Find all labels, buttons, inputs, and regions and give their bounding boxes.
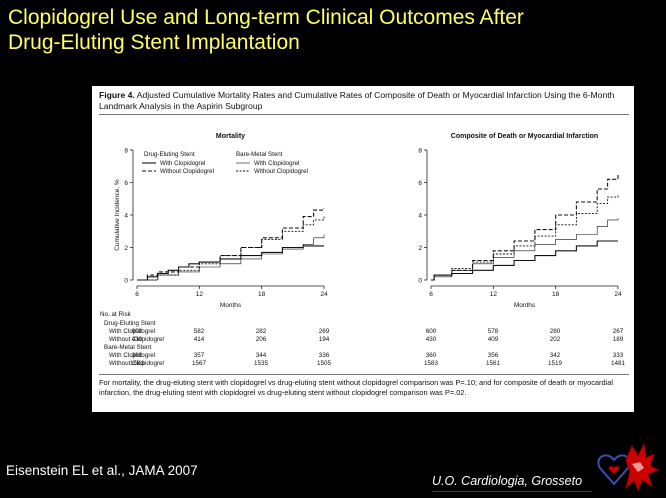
y-tick-label: 4 bbox=[418, 213, 422, 220]
risk-count-mortality: 414 bbox=[194, 336, 205, 343]
series-line-bms-without-clopidogrel bbox=[431, 195, 619, 281]
risk-count-composite: 409 bbox=[488, 336, 499, 343]
legend-des-header: Drug-Eluting Stent bbox=[144, 151, 195, 158]
x-tick-label: 24 bbox=[320, 291, 328, 298]
risk-row-label: With Clopidogrel bbox=[109, 352, 155, 359]
slide-title: Clopidogrel Use and Long-term Clinical O… bbox=[8, 5, 648, 55]
risk-count-mortality: 336 bbox=[319, 352, 330, 359]
journal-figure: Figure 4. Adjusted Cumulative Mortality … bbox=[92, 86, 634, 412]
panel-title-2: Composite of Death or Myocardial Infarct… bbox=[451, 133, 598, 140]
risk-count-mortality: 1567 bbox=[192, 360, 207, 367]
risk-count-composite: 267 bbox=[613, 328, 624, 335]
risk-row-label: Without Clopidogrel bbox=[109, 336, 164, 343]
legend-bms-header: Bare-Metal Stent bbox=[236, 151, 283, 158]
risk-count-mortality: 1535 bbox=[254, 360, 269, 367]
x-tick-label: 12 bbox=[196, 291, 204, 298]
y-tick-label: 8 bbox=[124, 148, 128, 155]
risk-count-mortality: 206 bbox=[256, 336, 267, 343]
x-tick-label: 18 bbox=[552, 291, 560, 298]
x-tick-label: 6 bbox=[429, 291, 433, 298]
x-tick-label: 18 bbox=[258, 291, 266, 298]
risk-count-composite: 1561 bbox=[486, 360, 501, 367]
risk-count-mortality: 194 bbox=[319, 336, 330, 343]
slide-title-line1: Clopidogrel Use and Long-term Clinical O… bbox=[8, 6, 524, 29]
risk-group-label-1: Bare-Metal Stent bbox=[104, 344, 151, 351]
risk-count-mortality: 282 bbox=[256, 328, 267, 335]
x-axis-label-1: Months bbox=[220, 302, 242, 309]
figure-divider-bottom bbox=[99, 374, 629, 375]
y-axis-label-1: Cumulative Incidence, % bbox=[114, 179, 121, 251]
risk-count-composite: 1583 bbox=[424, 360, 439, 367]
griffin-heart-logo-icon bbox=[597, 442, 660, 492]
series-line-bms-without-clopidogrel bbox=[137, 216, 325, 281]
risk-count-mortality: 1583 bbox=[130, 360, 145, 367]
risk-count-composite: 1481 bbox=[611, 360, 626, 367]
y-tick-label: 6 bbox=[124, 180, 128, 187]
y-tick-label: 0 bbox=[124, 278, 128, 285]
risk-count-composite: 430 bbox=[426, 336, 437, 343]
series-line-bms-with-clopidogrel bbox=[137, 234, 325, 281]
risk-count-composite: 342 bbox=[550, 352, 561, 359]
y-tick-label: 8 bbox=[418, 148, 422, 155]
series-line-des-without-clopidogrel bbox=[137, 208, 325, 281]
citation: Eisenstein EL et al., JAMA 2007 bbox=[6, 463, 198, 478]
legend-label-bms-0: With Clopidogrel bbox=[254, 160, 299, 167]
y-tick-label: 4 bbox=[124, 213, 128, 220]
series-line-des-without-clopidogrel bbox=[431, 174, 619, 281]
panel-title-1: Mortality bbox=[216, 133, 245, 140]
legend-label-bms-1: Without Clopidogrel bbox=[254, 168, 308, 175]
risk-group-label-0: Drug-Eluting Stent bbox=[104, 320, 156, 327]
risk-count-composite: 578 bbox=[488, 328, 499, 335]
risk-count-composite: 333 bbox=[613, 352, 624, 359]
risk-count-composite: 360 bbox=[426, 352, 437, 359]
x-axis-label-2: Months bbox=[514, 302, 536, 309]
risk-count-mortality: 357 bbox=[194, 352, 205, 359]
no-at-risk-label: No. at Risk bbox=[100, 311, 132, 318]
risk-count-mortality: 269 bbox=[319, 328, 330, 335]
risk-count-composite: 189 bbox=[613, 336, 624, 343]
risk-count-composite: 1519 bbox=[548, 360, 563, 367]
risk-count-mortality: 1505 bbox=[317, 360, 332, 367]
y-tick-label: 0 bbox=[418, 278, 422, 285]
risk-count-mortality: 582 bbox=[194, 328, 205, 335]
footer-department: U.O. Cardiologia, Grosseto bbox=[432, 474, 583, 488]
risk-count-mortality: 600 bbox=[132, 328, 143, 335]
legend-label-des-1: Without Clopidogrel bbox=[160, 168, 214, 175]
legend-box bbox=[138, 150, 319, 182]
y-tick-label: 2 bbox=[418, 245, 422, 252]
series-line-des-with-clopidogrel bbox=[431, 240, 618, 281]
risk-count-composite: 202 bbox=[550, 336, 561, 343]
y-tick-label: 2 bbox=[124, 245, 128, 252]
x-tick-label: 6 bbox=[135, 291, 139, 298]
risk-count-mortality: 360 bbox=[132, 352, 143, 359]
risk-count-mortality: 344 bbox=[256, 352, 267, 359]
figure-caption-text: Adjusted Cumulative Mortality Rates and … bbox=[99, 90, 615, 111]
y-tick-label: 6 bbox=[418, 180, 422, 187]
legend-label-des-0: With Clopidogrel bbox=[160, 160, 205, 167]
figure-footnote: For mortality, the drug-eluting stent wi… bbox=[99, 378, 613, 397]
figure-divider-top bbox=[99, 114, 629, 115]
x-tick-label: 24 bbox=[614, 291, 622, 298]
footer-underline bbox=[432, 491, 592, 492]
figure-caption: Figure 4. Adjusted Cumulative Mortality … bbox=[99, 90, 629, 112]
x-tick-label: 12 bbox=[490, 291, 498, 298]
risk-row-label: Without Clopidogrel bbox=[109, 360, 164, 367]
risk-count-composite: 280 bbox=[550, 328, 561, 335]
risk-count-composite: 600 bbox=[426, 328, 437, 335]
risk-count-mortality: 430 bbox=[132, 336, 143, 343]
risk-row-label: With Clopidogrel bbox=[109, 328, 155, 335]
slide-title-line2: Drug-Eluting Stent Implantation bbox=[8, 31, 300, 54]
figure-label: Figure 4. bbox=[99, 90, 135, 100]
risk-count-composite: 356 bbox=[488, 352, 499, 359]
